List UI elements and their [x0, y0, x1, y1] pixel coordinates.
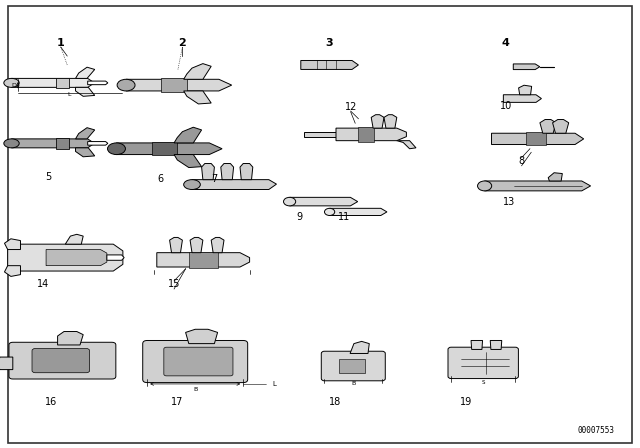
- Text: 00007553: 00007553: [577, 426, 614, 435]
- Polygon shape: [189, 252, 218, 268]
- Polygon shape: [504, 95, 541, 102]
- FancyBboxPatch shape: [32, 349, 90, 373]
- Polygon shape: [301, 60, 358, 69]
- Polygon shape: [116, 143, 222, 155]
- Polygon shape: [12, 139, 95, 148]
- Polygon shape: [46, 250, 107, 266]
- Polygon shape: [350, 341, 369, 353]
- Polygon shape: [518, 85, 532, 95]
- Polygon shape: [126, 79, 232, 91]
- Polygon shape: [76, 128, 95, 139]
- Text: L: L: [272, 381, 276, 387]
- Text: L: L: [67, 92, 71, 97]
- Polygon shape: [12, 78, 95, 87]
- Text: 2: 2: [179, 38, 186, 47]
- Polygon shape: [4, 239, 20, 250]
- Text: 11: 11: [338, 212, 351, 222]
- Text: 7: 7: [211, 174, 218, 184]
- Polygon shape: [184, 64, 211, 79]
- Polygon shape: [304, 132, 336, 137]
- Polygon shape: [371, 115, 384, 128]
- Polygon shape: [174, 155, 202, 168]
- Polygon shape: [552, 120, 569, 133]
- Polygon shape: [157, 253, 250, 267]
- Text: 8: 8: [518, 156, 525, 166]
- Text: 15: 15: [168, 280, 180, 289]
- Polygon shape: [240, 164, 253, 180]
- Text: 9: 9: [296, 212, 303, 222]
- Text: 19: 19: [460, 397, 472, 407]
- Polygon shape: [484, 181, 591, 191]
- Polygon shape: [76, 148, 95, 157]
- FancyBboxPatch shape: [9, 342, 116, 379]
- Polygon shape: [548, 173, 563, 181]
- FancyBboxPatch shape: [321, 351, 385, 381]
- Text: S: S: [481, 380, 485, 385]
- Polygon shape: [76, 87, 95, 96]
- Polygon shape: [221, 164, 234, 180]
- Polygon shape: [490, 340, 502, 349]
- Polygon shape: [290, 197, 358, 206]
- FancyBboxPatch shape: [164, 347, 233, 376]
- Text: 12: 12: [344, 102, 357, 112]
- Polygon shape: [0, 357, 13, 370]
- Polygon shape: [358, 127, 374, 142]
- Polygon shape: [192, 180, 276, 190]
- Polygon shape: [88, 142, 108, 145]
- Text: 18: 18: [328, 397, 341, 407]
- Polygon shape: [88, 81, 108, 85]
- Polygon shape: [107, 255, 124, 260]
- Polygon shape: [4, 266, 20, 276]
- Text: D: D: [12, 83, 17, 88]
- Polygon shape: [152, 142, 177, 155]
- Polygon shape: [202, 164, 214, 180]
- Polygon shape: [170, 237, 182, 253]
- Ellipse shape: [4, 78, 19, 87]
- Text: 3: 3: [326, 38, 333, 47]
- Text: 4: 4: [502, 38, 509, 47]
- Text: 13: 13: [502, 198, 515, 207]
- Text: 14: 14: [36, 280, 49, 289]
- Polygon shape: [56, 78, 69, 88]
- Text: 17: 17: [171, 397, 184, 407]
- Polygon shape: [471, 340, 483, 349]
- Polygon shape: [211, 237, 224, 253]
- Polygon shape: [384, 115, 397, 128]
- Text: B: B: [193, 387, 197, 392]
- Polygon shape: [336, 128, 406, 141]
- Polygon shape: [56, 138, 69, 149]
- Polygon shape: [65, 234, 83, 244]
- Text: B: B: [351, 381, 355, 386]
- Text: 5: 5: [45, 172, 52, 182]
- Polygon shape: [526, 133, 547, 145]
- Polygon shape: [330, 208, 387, 215]
- Ellipse shape: [117, 79, 135, 91]
- Polygon shape: [397, 141, 416, 149]
- Polygon shape: [58, 332, 83, 345]
- Text: 6: 6: [157, 174, 163, 184]
- Text: 16: 16: [45, 397, 58, 407]
- Polygon shape: [492, 133, 584, 145]
- Polygon shape: [190, 237, 203, 253]
- Text: 10: 10: [499, 101, 512, 111]
- Polygon shape: [184, 91, 211, 104]
- Text: 1: 1: [57, 38, 65, 47]
- Ellipse shape: [108, 143, 125, 155]
- Ellipse shape: [324, 208, 335, 215]
- Polygon shape: [540, 120, 556, 133]
- Ellipse shape: [477, 181, 492, 191]
- Polygon shape: [174, 127, 202, 143]
- Polygon shape: [186, 329, 218, 344]
- Ellipse shape: [184, 180, 200, 190]
- Polygon shape: [76, 67, 95, 78]
- FancyBboxPatch shape: [448, 347, 518, 379]
- Polygon shape: [161, 78, 187, 92]
- Bar: [339, 359, 365, 373]
- Polygon shape: [8, 244, 123, 271]
- Polygon shape: [513, 64, 540, 69]
- Ellipse shape: [4, 139, 19, 148]
- FancyBboxPatch shape: [143, 340, 248, 383]
- Ellipse shape: [284, 197, 296, 206]
